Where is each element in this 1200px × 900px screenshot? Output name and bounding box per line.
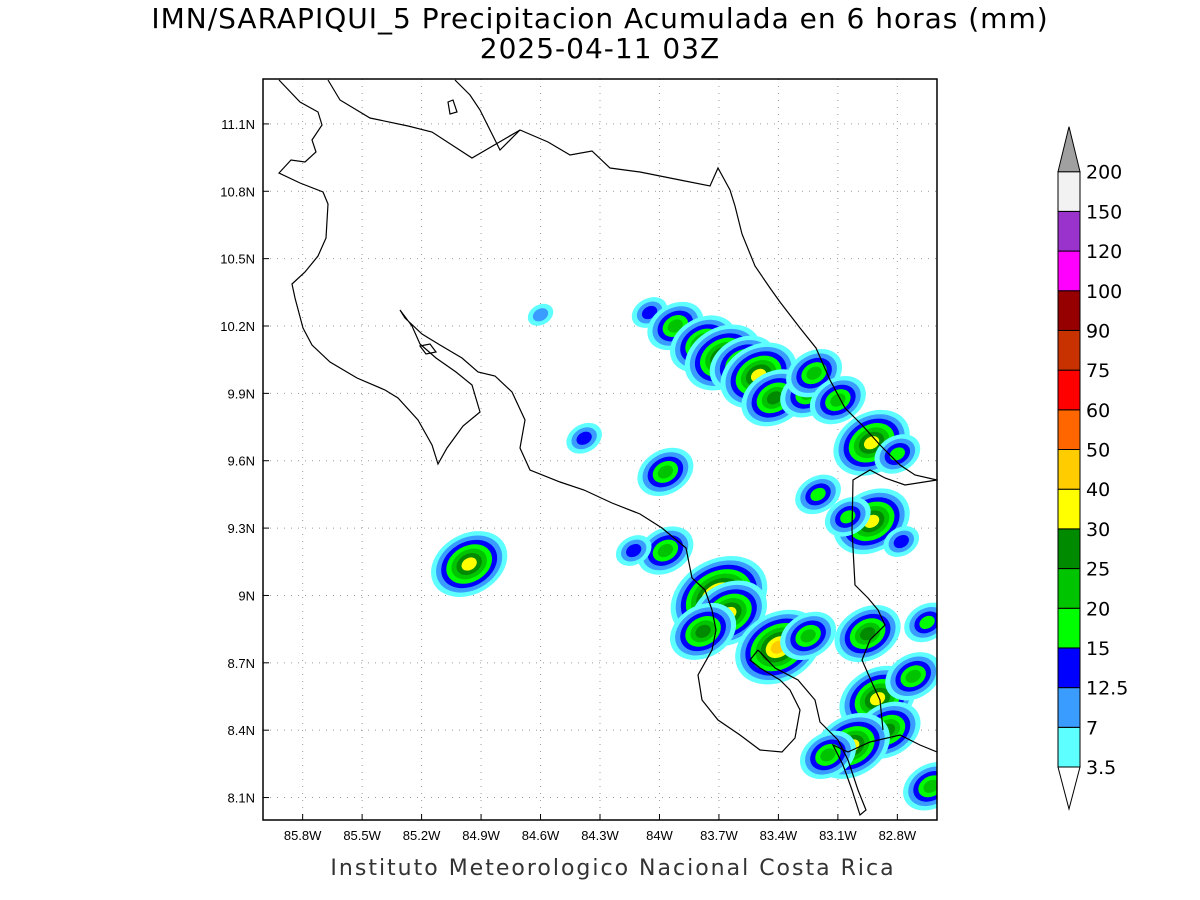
- colorbar-legend: 3.5 7 12.5 15 20 25 30 40 50 60 75 90 100 120 150 200: [1057, 126, 1128, 811]
- colorbar-label: 75: [1086, 360, 1110, 382]
- colorbar-swatch-bottom: [1057, 766, 1081, 811]
- x-tick-label: 85.5W: [343, 828, 381, 843]
- colorbar-swatch: [1057, 449, 1081, 490]
- colorbar-label: 120: [1086, 241, 1122, 263]
- y-tick-label: 10.8N: [220, 184, 255, 199]
- x-tick-label: 85.2W: [403, 828, 441, 843]
- precip-contour: [810, 487, 826, 501]
- caribbean-coast-upper: [454, 79, 521, 152]
- colorbar-label: 20: [1086, 598, 1110, 620]
- nicaragua-coast: [327, 79, 937, 481]
- y-tick-label: 8.7N: [228, 656, 255, 671]
- x-tick-label: 84.3W: [581, 828, 619, 843]
- latitude-axis: 11.1N 10.8N 10.5N 10.2N 9.9N 9.6N 9.3N 9N 8.7N 8.…: [220, 117, 269, 806]
- precip-contour: [859, 627, 876, 641]
- y-tick-label: 10.5N: [220, 252, 255, 267]
- precip-contour: [820, 748, 836, 762]
- precip-contour: [532, 308, 549, 322]
- precip-contour: [869, 692, 886, 706]
- grid-lines: [263, 79, 937, 820]
- colorbar-label: 12.5: [1086, 678, 1128, 700]
- footer-institution: Instituto Meteorologico Nacional Costa R…: [330, 856, 896, 881]
- colorbar-swatch: [1057, 329, 1081, 371]
- colorbar-swatch: [1057, 607, 1081, 649]
- y-tick-label: 11.1N: [221, 117, 255, 132]
- colorbar-swatch: [1057, 687, 1081, 728]
- coastlines: [278, 79, 937, 817]
- colorbar-swatch: [1057, 290, 1081, 331]
- y-tick-label: 9N: [238, 588, 255, 603]
- y-tick-label: 9.9N: [228, 386, 255, 401]
- map-title: IMN/SARAPIQUI_5 Precipitacion Acumulada …: [151, 2, 1049, 35]
- colorbar-swatch: [1057, 568, 1081, 609]
- y-tick-label: 10.2N: [220, 319, 255, 334]
- colorbar-swatch: [1057, 528, 1081, 570]
- y-tick-label: 8.1N: [228, 791, 255, 806]
- border-panama: [851, 469, 937, 731]
- colorbar-label: 3.5: [1086, 757, 1116, 779]
- colorbar-swatch: [1057, 171, 1081, 212]
- colorbar-swatch: [1057, 369, 1081, 411]
- y-tick-label: 9.6N: [228, 454, 255, 469]
- precip-contour: [641, 305, 658, 320]
- x-tick-label: 83.7W: [700, 828, 738, 843]
- longitude-axis: 85.8W 85.5W 85.2W 84.9W 84.6W 84.3W 84W 83.7W 83…: [284, 814, 917, 843]
- colorbar-swatch: [1057, 726, 1081, 768]
- precip-contour: [667, 319, 683, 333]
- osa-peninsula: [697, 589, 801, 753]
- precip-contour: [806, 366, 822, 380]
- x-tick-label: 82.8W: [879, 828, 917, 843]
- precip-contour: [800, 629, 816, 643]
- island-gulf: [418, 343, 438, 355]
- precip-contour: [695, 624, 711, 638]
- x-tick-label: 83.1W: [819, 828, 857, 843]
- x-tick-label: 85.8W: [284, 828, 322, 843]
- colorbar-label: 50: [1086, 440, 1110, 462]
- coastline-north: [278, 79, 706, 591]
- x-tick-label: 84.9W: [462, 828, 500, 843]
- precip-contour: [905, 669, 921, 683]
- precip-contour: [626, 543, 642, 558]
- colorbar-swatch-top: [1057, 126, 1081, 173]
- precip-contour: [576, 431, 592, 445]
- colorbar-swatch: [1057, 250, 1081, 292]
- colorbar-label: 150: [1086, 201, 1122, 223]
- colorbar-label: 25: [1086, 559, 1110, 581]
- precip-contour: [657, 465, 674, 479]
- precip-contour: [923, 779, 937, 793]
- colorbar-label: 7: [1086, 717, 1098, 739]
- colorbar-swatch: [1057, 210, 1081, 252]
- precip-contour: [766, 391, 783, 405]
- colorbar-label: 60: [1086, 400, 1110, 422]
- colorbar-swatch: [1057, 647, 1081, 689]
- colorbar-label: 200: [1086, 162, 1122, 184]
- y-tick-label: 8.4N: [228, 723, 255, 738]
- colorbar-label: 30: [1086, 519, 1110, 541]
- precip-contour: [461, 557, 477, 571]
- precipitation-contours: [431, 297, 937, 811]
- golfo-dulce: [757, 649, 937, 817]
- colorbar-swatch: [1057, 409, 1081, 450]
- map-subtitle-datetime: 2025-04-11 03Z: [479, 32, 721, 65]
- x-tick-label: 84.6W: [522, 828, 560, 843]
- precip-contour: [657, 543, 674, 558]
- colorbar-label: 90: [1086, 320, 1110, 342]
- y-tick-label: 9.3N: [228, 521, 255, 536]
- colorbar-swatch: [1057, 488, 1081, 530]
- colorbar-label: 40: [1086, 479, 1110, 501]
- precip-contour: [919, 615, 935, 629]
- x-tick-label: 84W: [646, 828, 673, 843]
- precip-contour: [889, 447, 905, 461]
- colorbar-label: 15: [1086, 638, 1110, 660]
- island-small: [447, 99, 458, 115]
- precip-contour: [893, 534, 909, 549]
- colorbar-label: 100: [1086, 281, 1122, 303]
- precip-contour: [830, 393, 846, 407]
- x-tick-label: 83.4W: [760, 828, 798, 843]
